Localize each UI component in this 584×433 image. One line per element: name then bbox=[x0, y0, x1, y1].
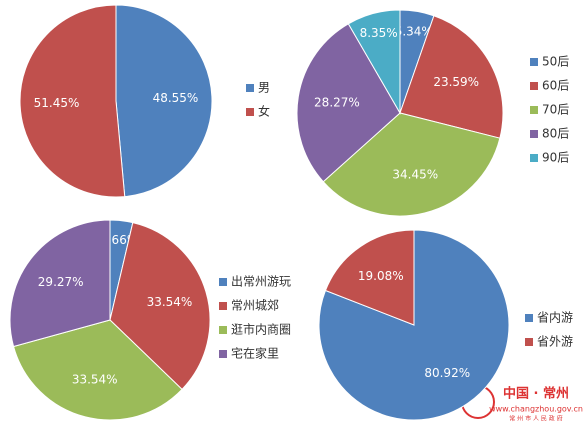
legend-swatch bbox=[525, 338, 533, 346]
data-label: 23.59% bbox=[433, 75, 479, 89]
pie-slice bbox=[296, 23, 401, 183]
legend-label: 女 bbox=[258, 104, 270, 119]
legend-label: 常州城郊 bbox=[231, 299, 279, 313]
legend-swatch bbox=[530, 106, 538, 114]
legend-label: 出常州游玩 bbox=[231, 275, 291, 289]
legend-swatch bbox=[246, 108, 254, 116]
legend-swatch bbox=[246, 84, 254, 92]
pie-slice bbox=[109, 222, 211, 391]
data-label: 33.54% bbox=[72, 373, 118, 387]
pie-slice bbox=[12, 319, 183, 421]
legend-swatch bbox=[219, 278, 227, 286]
watermark-url: www.changzhou.gov.cn bbox=[489, 405, 583, 414]
pie-slice bbox=[324, 229, 415, 326]
data-label: 19.08% bbox=[358, 269, 404, 283]
legend-swatch bbox=[530, 130, 538, 138]
legend-label: 50后 bbox=[542, 55, 569, 69]
legend-swatch bbox=[530, 154, 538, 162]
pie-slice bbox=[9, 219, 111, 348]
legend-label: 70后 bbox=[542, 103, 569, 117]
legend-swatch bbox=[530, 58, 538, 66]
legend-label: 省内游 bbox=[537, 311, 573, 325]
data-label: 48.55% bbox=[153, 91, 199, 105]
watermark-title: 中国 · 常州 bbox=[503, 386, 569, 402]
data-label: 33.54% bbox=[147, 295, 193, 309]
legend-label: 80后 bbox=[542, 127, 569, 141]
data-label: 8.35% bbox=[360, 26, 398, 40]
legend-label: 90后 bbox=[542, 151, 569, 165]
data-label: 51.45% bbox=[34, 96, 80, 110]
legend-label: 宅在家里 bbox=[231, 346, 279, 361]
legend-swatch bbox=[219, 326, 227, 334]
data-label: 80.92% bbox=[424, 366, 470, 380]
legend-swatch bbox=[219, 302, 227, 310]
data-label: 34.45% bbox=[392, 168, 438, 182]
pie-slice bbox=[19, 4, 126, 198]
pie-slice bbox=[115, 4, 213, 198]
legend-swatch bbox=[525, 314, 533, 322]
legend-swatch bbox=[530, 82, 538, 90]
legend-swatch bbox=[219, 350, 227, 358]
data-label: 28.27% bbox=[314, 95, 360, 109]
legend-label: 男 bbox=[258, 81, 270, 95]
data-label: 5.34% bbox=[395, 24, 433, 38]
pie-slice bbox=[347, 9, 401, 115]
legend-label: 60后 bbox=[542, 79, 569, 93]
watermark-org: 常 州 市 人 民 政 府 bbox=[509, 415, 562, 423]
pie-slice bbox=[322, 112, 501, 217]
pie-slice bbox=[399, 15, 504, 139]
legend-label: 省外游 bbox=[537, 335, 573, 349]
legend-label: 逛市内商圈 bbox=[231, 322, 291, 337]
data-label: 29.27% bbox=[38, 275, 84, 289]
